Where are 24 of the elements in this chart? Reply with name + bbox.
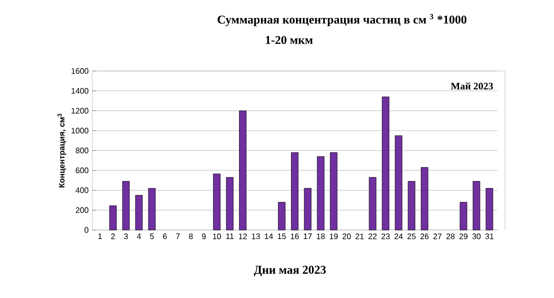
chart-subtitle: 1-20 мкм [266,36,313,44]
bar [408,181,416,230]
bar [278,202,286,230]
x-axis-title: Дни мая 2023 [254,266,326,276]
bar [109,205,117,230]
bar [420,167,428,230]
bar [213,174,221,230]
bar [148,188,156,230]
bar [304,188,312,230]
bar [330,152,338,230]
bar [382,96,390,230]
chart-title: Суммарная концентрация частиц в см $^{3}$ *1000 [218,14,466,26]
bar [239,110,246,230]
bar [486,188,494,230]
bar [472,181,480,230]
annotation: Май 2023 [450,82,493,90]
bar [394,135,402,230]
bar [226,177,234,230]
bar [122,181,130,230]
bar [368,177,376,230]
bar [135,195,143,230]
bar [316,156,324,230]
bar [460,202,468,230]
bar [291,152,298,230]
